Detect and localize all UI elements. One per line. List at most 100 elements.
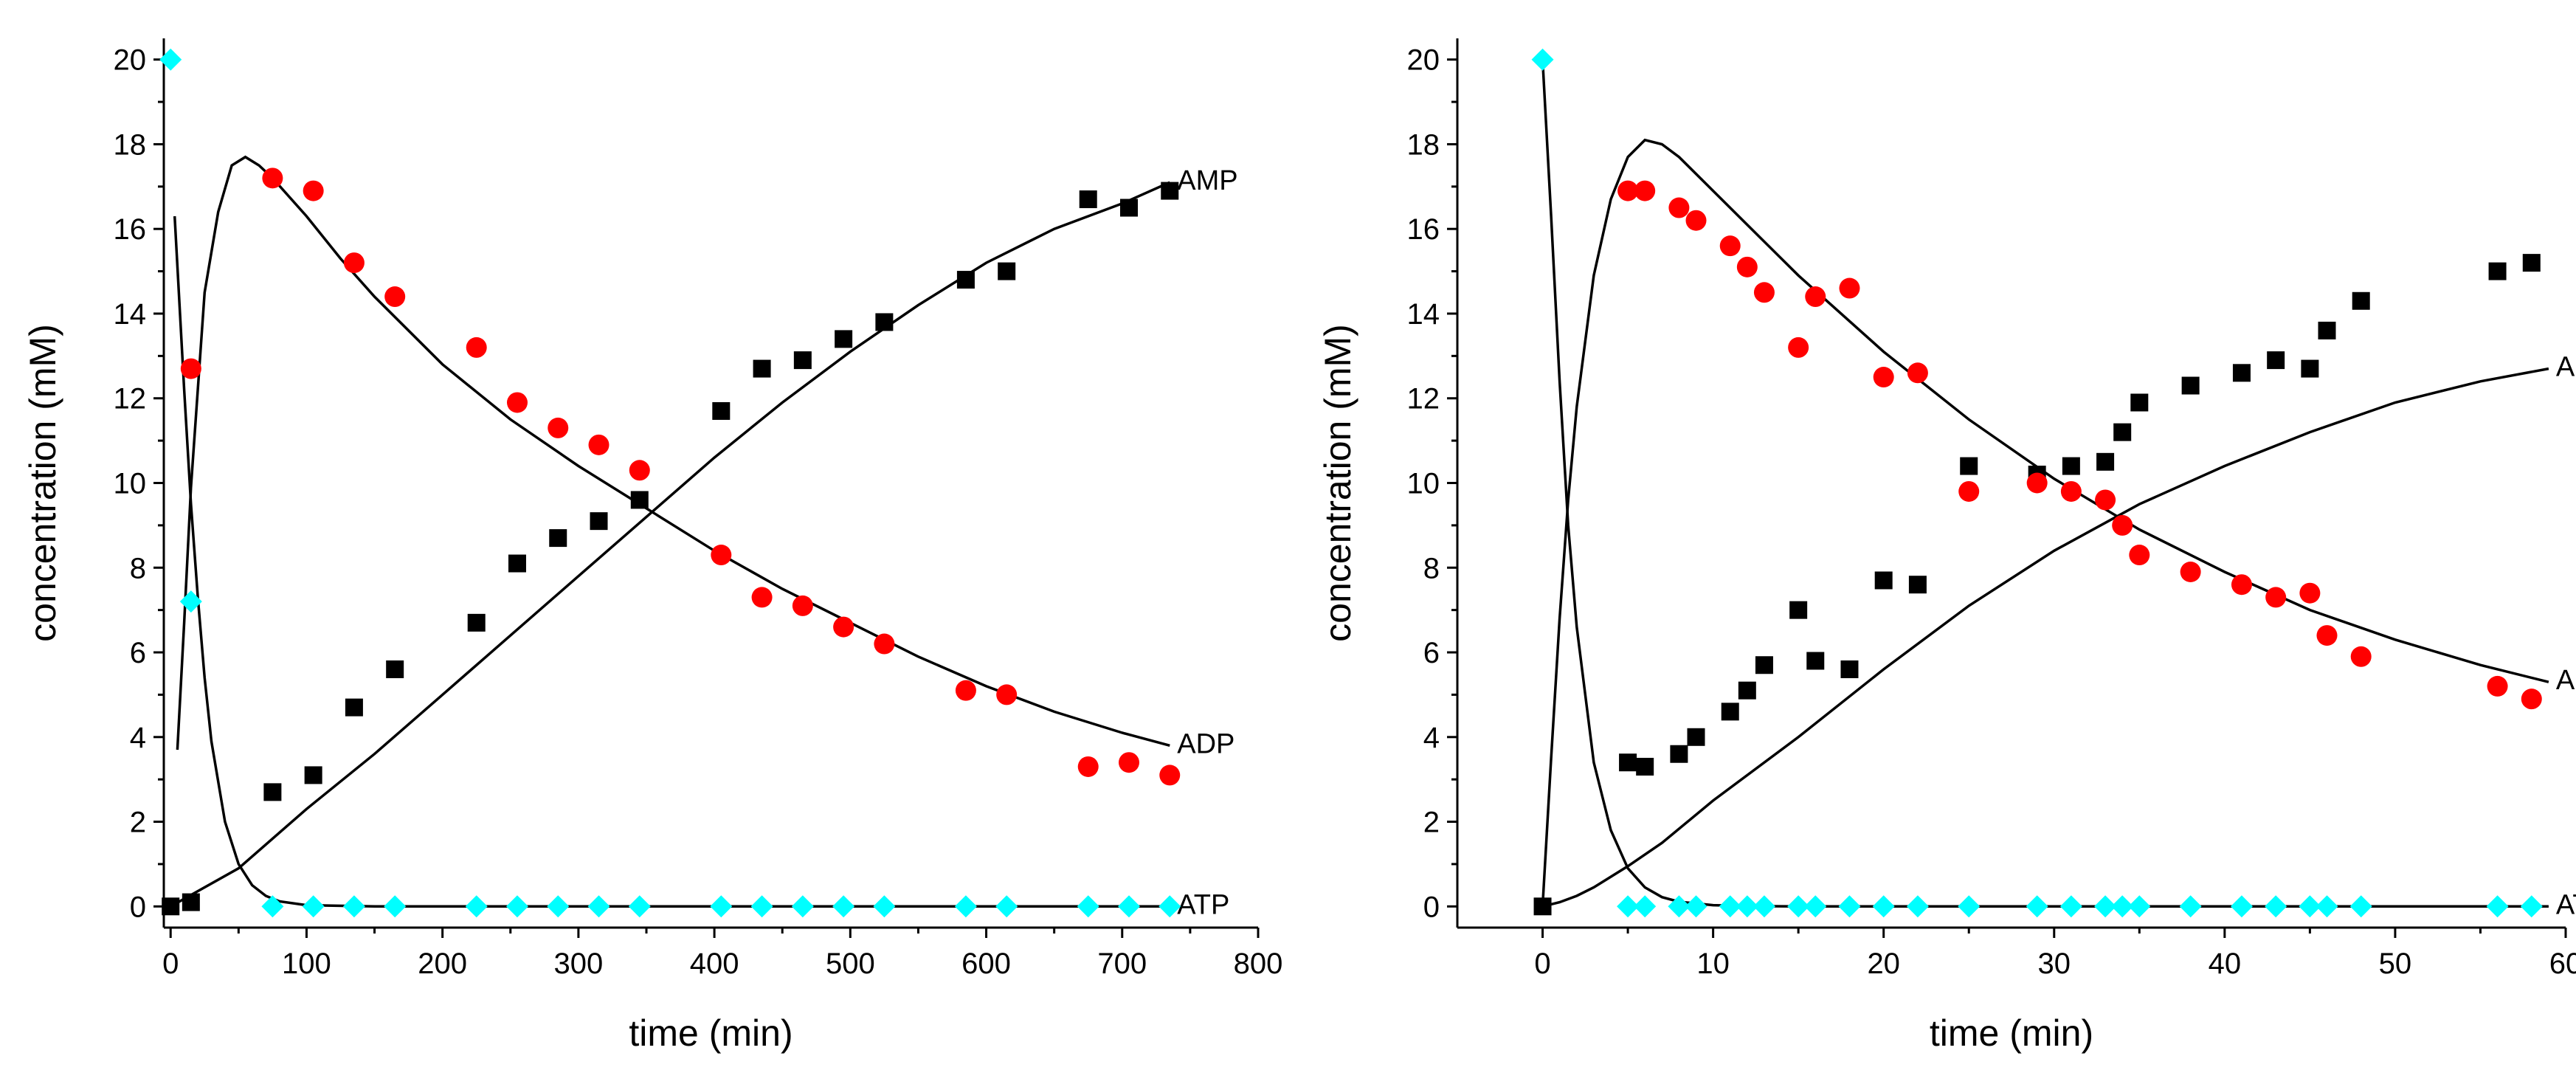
x-tick-label: 30 [2038,948,2071,980]
y-tick-label: 12 [1407,383,1440,415]
x-tick-label: 10 [1696,948,1730,980]
y-tick-label: 2 [130,807,146,839]
y-tick-label: 0 [1423,891,1440,923]
adp-point [1617,180,1639,201]
adp-point [1753,282,1775,303]
x-axis-title: time (min) [629,1012,793,1054]
atp-point [710,895,733,918]
adp-point [1873,367,1894,388]
atp-point [2094,895,2117,918]
y-tick-label: 4 [130,722,146,754]
amp-point [162,897,180,916]
adp-point [2060,480,2082,502]
amp-point [2130,393,2149,412]
atp-point [2520,895,2543,918]
x-tick-label: 40 [2209,948,2242,980]
amp-point [1619,753,1637,772]
amp-point [508,554,526,573]
atp-point [2230,895,2253,918]
amp-point [386,660,404,678]
adp-point [588,434,610,455]
amp-point [1874,571,1893,590]
x-axis-title: time (min) [1930,1012,2093,1054]
amp-point [2232,364,2251,382]
amp-point [1687,728,1705,746]
x-tick-label: 50 [2379,948,2412,980]
curve-label-atp: ATP [2556,889,2576,920]
y-axis-title: concentration (mM) [22,324,63,642]
adp-point [466,337,487,358]
amp-point [263,783,282,801]
atp-point [1736,895,1758,918]
y-tick-label: 18 [1407,128,1440,161]
atp-point [1617,895,1640,918]
adp-point [1805,286,1826,308]
atp-point [2316,895,2338,918]
atp-point [1117,895,1140,918]
y-tick-label: 14 [114,298,147,331]
amp-point [1119,199,1138,217]
amp-point [875,313,894,331]
adp-point [792,595,813,616]
atp-point [628,895,651,918]
adp-point [1788,337,1809,358]
atp-point [1668,895,1691,918]
x-tick-label: 600 [961,948,1011,980]
curve-label-atp: ATP [1177,889,1229,920]
atp-point [179,590,202,613]
chart-left: 0 100 200 300 400 500 600 700 800 0 2 4 6 8 10 12 14 16 18… [22,38,1282,1054]
y-tick-label: 4 [1423,722,1440,754]
x-tick-label: 800 [1234,948,1283,980]
adp-point [1736,256,1758,277]
atp-point [2111,895,2134,918]
atp-point [384,895,407,918]
atp-point [2059,895,2082,918]
atp-point [547,895,570,918]
atp-point [2128,895,2151,918]
x-tick-label: 400 [690,948,739,980]
amp-point [1636,757,1654,776]
atp-point [995,895,1018,918]
amp-point [1755,656,1773,674]
y-tick-label: 0 [130,891,146,923]
amp-point [1161,182,1179,200]
amp-point [345,698,363,717]
amp-point [753,359,771,378]
curve-label-amp: AMP [1177,165,1237,196]
y-tick-label: 6 [1423,637,1440,669]
curve-label-amp: AMP [2556,352,2576,383]
adp-point [2265,587,2287,608]
amp-point [793,351,812,370]
x-tick-label: 0 [162,948,179,980]
adp-point [2095,489,2116,511]
y-tick-label: 20 [1407,44,1440,77]
fit-curve-amp [170,181,1171,908]
adp-point [751,587,773,608]
adp-point [2180,562,2201,582]
amp-point [2181,376,2200,395]
adp-point [874,633,895,655]
atp-point [261,895,284,918]
y-tick-label: 12 [114,383,147,415]
atp-point [791,895,814,918]
amp-point [467,613,486,632]
adp-point [2521,689,2542,710]
atp-point [832,895,855,918]
y-tick-label: 2 [1423,807,1440,839]
y-tick-label: 18 [114,128,147,161]
atp-point [342,895,365,918]
amp-point [998,262,1016,280]
amp-point [1670,745,1688,763]
atp-point [1804,895,1827,918]
adp-point [1159,765,1181,786]
adp-point [180,358,201,379]
adp-point [303,180,324,201]
adp-point [343,252,365,274]
adp-point [2487,675,2508,697]
adp-point [262,168,283,189]
atp-point [1787,895,1810,918]
adp-point [1907,362,1928,384]
adp-point [2026,472,2048,494]
x-tick-label: 20 [1867,948,1900,980]
x-tick-label: 100 [282,948,331,980]
